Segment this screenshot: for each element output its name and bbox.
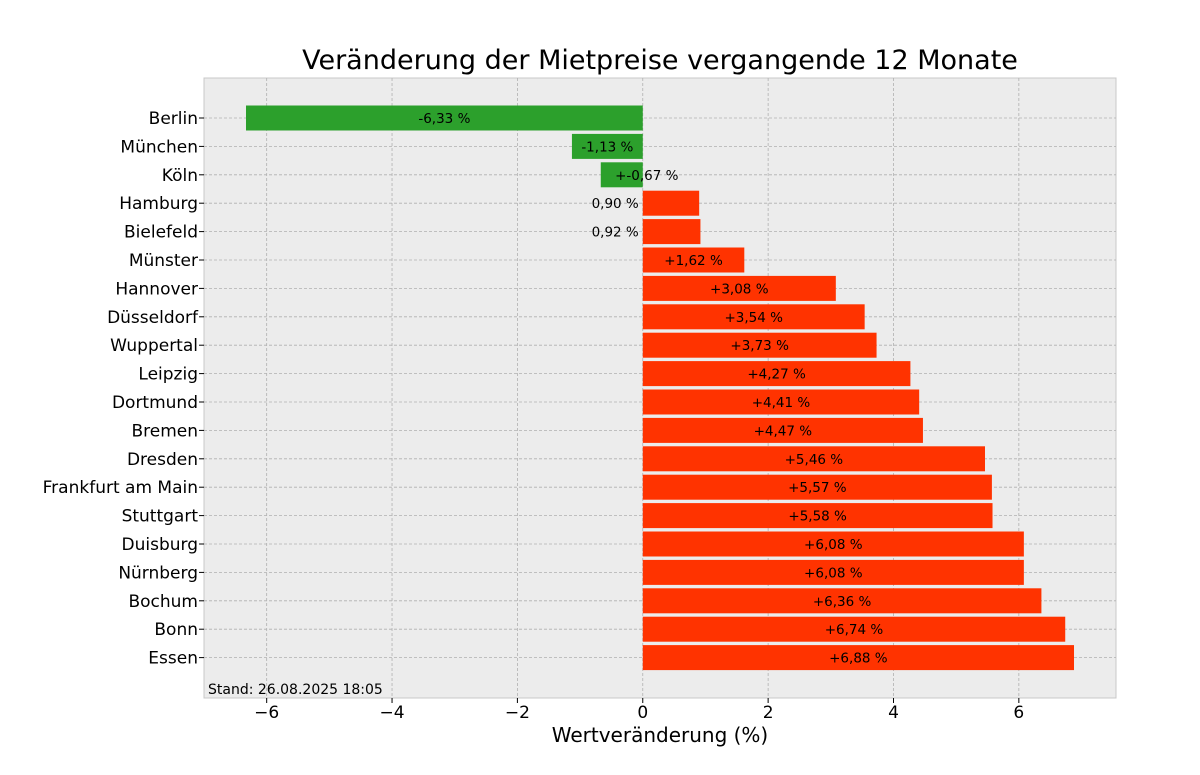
bar-value-label: +4,27 % bbox=[747, 367, 806, 383]
bar-value-label: -6,33 % bbox=[418, 111, 470, 127]
y-tick-label: Berlin bbox=[149, 109, 198, 129]
y-tick-label: München bbox=[120, 137, 198, 157]
bars-group bbox=[245, 105, 1075, 671]
bar-labels-group: -6,33 % -1,13 % +-0,67 % 0,90 % 0,92 % +1,62 … bbox=[418, 111, 887, 667]
bar-wuppertal bbox=[642, 332, 877, 358]
bar-hamburg bbox=[642, 190, 700, 216]
x-tick-label: 0 bbox=[637, 703, 648, 723]
x-tick-label: 6 bbox=[1013, 703, 1024, 723]
y-tick-label: Duisburg bbox=[122, 535, 199, 555]
y-tick-label: Essen bbox=[148, 649, 198, 669]
bar-nürnberg bbox=[642, 559, 1024, 585]
bar-value-label: +6,36 % bbox=[813, 594, 872, 610]
y-tick-label: Frankfurt am Main bbox=[43, 478, 198, 498]
timestamp-annotation: Stand: 26.08.2025 18:05 bbox=[208, 682, 383, 698]
bar-bochum bbox=[642, 588, 1042, 614]
bar-value-label: +-0,67 % bbox=[615, 168, 679, 184]
bar-duisburg bbox=[642, 531, 1024, 557]
chart-title: Veränderung der Mietpreise vergangende 1… bbox=[302, 45, 1018, 76]
y-tick-label: Bielefeld bbox=[124, 223, 198, 243]
bar-value-label: +6,08 % bbox=[804, 537, 863, 553]
y-tick-label: Dresden bbox=[127, 450, 198, 470]
bar-value-label: +5,58 % bbox=[788, 509, 847, 525]
x-tick-label: −6 bbox=[254, 703, 279, 723]
y-tick-label: Bremen bbox=[131, 421, 198, 441]
y-tick-label: Hannover bbox=[115, 279, 198, 299]
bar-value-label: +4,41 % bbox=[752, 395, 811, 411]
bar-value-label: +3,73 % bbox=[730, 338, 789, 354]
y-tick-label: Stuttgart bbox=[122, 507, 199, 527]
x-tick-label: −4 bbox=[380, 703, 405, 723]
x-tick-label: −2 bbox=[505, 703, 530, 723]
bar-düsseldorf bbox=[642, 304, 865, 330]
bar-berlin bbox=[245, 105, 643, 131]
x-tick-label: 2 bbox=[763, 703, 774, 723]
bar-münchen bbox=[571, 133, 643, 159]
bar-münster bbox=[642, 247, 745, 273]
bar-bonn bbox=[642, 616, 1066, 642]
y-tick-label: Köln bbox=[162, 166, 198, 186]
bar-value-label: 0,90 % bbox=[592, 196, 639, 212]
y-tick-label: Leipzig bbox=[138, 365, 198, 385]
x-axis-label: Wertveränderung (%) bbox=[552, 723, 769, 747]
x-axis: −6 −4 −2 0 2 4 6 bbox=[254, 698, 1024, 723]
bar-value-label: +6,08 % bbox=[804, 565, 863, 581]
y-tick-label: Bochum bbox=[128, 592, 198, 612]
bar-value-label: -1,13 % bbox=[581, 139, 633, 155]
bar-hannover bbox=[642, 275, 836, 301]
y-tick-label: Bonn bbox=[154, 620, 198, 640]
y-tick-label: Wuppertal bbox=[110, 336, 198, 356]
bar-leipzig bbox=[642, 361, 911, 387]
bar-dresden bbox=[642, 446, 985, 472]
bar-bremen bbox=[642, 417, 923, 443]
y-tick-label: Hamburg bbox=[119, 194, 198, 214]
bar-frankfurt-am-main bbox=[642, 474, 992, 500]
bar-köln bbox=[600, 162, 643, 188]
bar-stuttgart bbox=[642, 503, 993, 529]
bar-value-label: +6,88 % bbox=[829, 651, 888, 667]
bar-value-label: +5,57 % bbox=[788, 480, 847, 496]
bar-value-label: +4,47 % bbox=[754, 423, 813, 439]
bar-essen bbox=[642, 645, 1075, 671]
bar-value-label: +1,62 % bbox=[664, 253, 723, 269]
y-tick-label: Nürnberg bbox=[118, 563, 198, 583]
bar-value-label: +6,74 % bbox=[825, 622, 884, 638]
bar-value-label: +3,54 % bbox=[724, 310, 783, 326]
bar-dortmund bbox=[642, 389, 920, 415]
y-tick-label: Dortmund bbox=[112, 393, 198, 413]
y-axis: Berlin München Köln Hamburg Bielefeld Münster… bbox=[43, 109, 204, 669]
y-tick-label: Düsseldorf bbox=[107, 308, 199, 328]
bar-value-label: +3,08 % bbox=[710, 281, 769, 297]
bar-value-label: 0,92 % bbox=[592, 225, 639, 241]
y-tick-label: Münster bbox=[129, 251, 198, 271]
bar-value-label: +5,46 % bbox=[785, 452, 844, 468]
x-tick-label: 4 bbox=[888, 703, 899, 723]
bar-bielefeld bbox=[642, 219, 701, 245]
